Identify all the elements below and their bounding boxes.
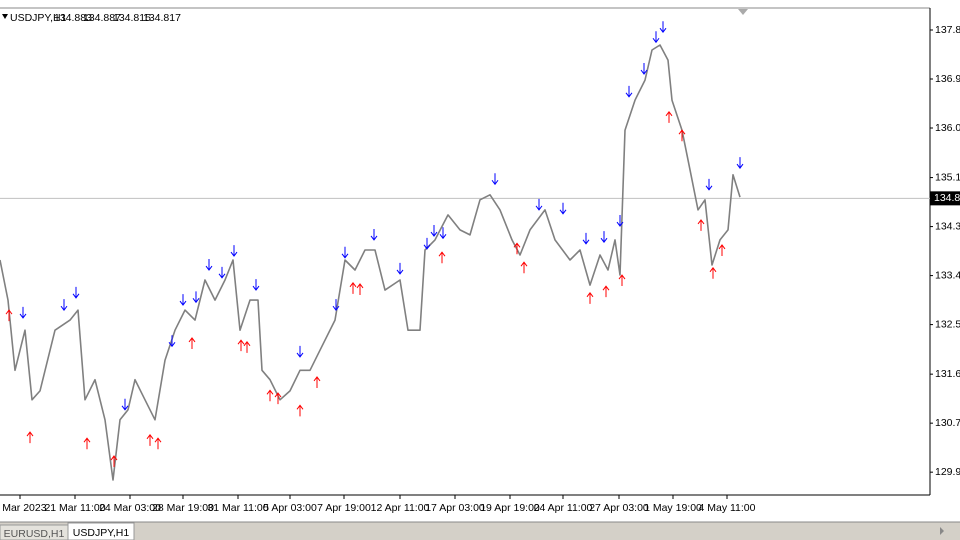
buy-arrow xyxy=(438,251,446,264)
sell-arrow xyxy=(370,228,378,241)
sell-arrow xyxy=(121,398,129,411)
high-price: 134.887 xyxy=(83,12,121,24)
buy-arrow xyxy=(313,376,321,388)
active-tab-label: USDJPY,H1 xyxy=(73,527,130,539)
buy-arrow xyxy=(83,437,91,450)
low-price: 134.815 xyxy=(113,12,151,24)
y-tick-label: 137.840 xyxy=(935,24,960,36)
buy-arrow xyxy=(697,219,705,231)
sell-arrow xyxy=(218,266,226,279)
sell-arrow xyxy=(652,31,660,44)
sell-arrow xyxy=(396,262,404,275)
close-price: 134.817 xyxy=(143,12,181,24)
price-line xyxy=(0,44,741,481)
buy-arrow xyxy=(266,389,274,402)
x-tick-label: 21 Mar 11:00 xyxy=(44,502,105,514)
y-tick-label: 136.080 xyxy=(935,122,960,134)
active-tab[interactable] xyxy=(67,522,135,540)
sell-arrow xyxy=(559,202,567,215)
buy-arrow xyxy=(602,285,610,298)
buy-arrow xyxy=(586,292,594,304)
sell-arrow xyxy=(600,231,608,244)
sell-arrow xyxy=(439,227,447,240)
buy-arrow xyxy=(146,434,154,446)
sell-arrow xyxy=(168,335,176,348)
buy-arrow xyxy=(513,242,521,255)
sell-arrow xyxy=(491,173,499,186)
buy-arrow xyxy=(678,129,686,142)
sell-arrow xyxy=(341,246,349,259)
x-tick-label: 27 Apr 03:00 xyxy=(589,502,649,514)
sell-arrow xyxy=(19,306,27,319)
buy-arrow xyxy=(237,339,245,352)
x-tick-label: 31 Mar 11:00 xyxy=(207,502,268,514)
sell-arrow xyxy=(625,85,633,98)
buy-arrow xyxy=(296,404,304,417)
buy-arrow xyxy=(349,281,357,294)
symbol-menu-icon[interactable] xyxy=(2,14,8,19)
x-tick-label: 6 Mar 2023 xyxy=(0,502,47,514)
sell-arrow xyxy=(705,178,713,191)
y-tick-label: 130.780 xyxy=(935,417,960,429)
sell-arrow xyxy=(640,62,648,75)
x-tick-label: 4 May 11:00 xyxy=(698,502,755,514)
x-tick-label: 12 Apr 11:00 xyxy=(371,502,430,514)
x-tick-label: 7 Apr 19:00 xyxy=(317,502,371,514)
x-tick-label: 19 Apr 19:00 xyxy=(480,502,540,514)
buy-arrow xyxy=(26,431,34,444)
buy-arrow xyxy=(520,261,528,274)
symbol-label: USDJPY,H1 xyxy=(10,12,67,24)
x-tick-label: 5 Apr 03:00 xyxy=(263,502,317,514)
x-tick-label: 17 Apr 03:00 xyxy=(425,502,485,514)
sell-arrow xyxy=(192,291,200,304)
sell-arrow xyxy=(252,279,260,291)
buy-arrow xyxy=(5,309,13,322)
sell-arrow xyxy=(736,157,744,169)
buy-arrow xyxy=(709,266,717,279)
sell-arrow xyxy=(205,259,213,271)
x-tick-label: 28 Mar 19:00 xyxy=(152,502,214,514)
sell-arrow xyxy=(179,294,187,306)
buy-arrow xyxy=(274,392,282,405)
sell-arrow xyxy=(659,21,667,34)
buy-arrow xyxy=(188,337,196,349)
sell-arrow xyxy=(60,299,68,311)
y-tick-label: 129.900 xyxy=(935,466,960,478)
x-tick-label: 24 Apr 11:00 xyxy=(534,502,593,514)
buy-arrow xyxy=(356,283,364,295)
y-tick-label: 134.310 xyxy=(935,220,960,232)
tab-bar xyxy=(0,522,960,540)
buy-arrow xyxy=(110,455,118,468)
y-tick-label: 136.960 xyxy=(935,73,960,85)
chart-shift-marker[interactable] xyxy=(738,9,748,15)
sell-arrow xyxy=(616,215,624,227)
y-tick-label: 131.660 xyxy=(935,368,960,380)
tab-label: EURUSD,H1 xyxy=(4,528,65,540)
sell-arrow xyxy=(296,345,304,358)
buy-arrow xyxy=(718,244,726,256)
current-price-label-bg xyxy=(930,191,960,206)
buy-arrow xyxy=(154,437,162,450)
x-tick-label: 24 Mar 03:00 xyxy=(99,502,161,514)
y-tick-label: 135.190 xyxy=(935,171,960,183)
sell-arrow xyxy=(72,286,80,299)
buy-arrow xyxy=(665,111,673,123)
open-price: 134.883 xyxy=(54,12,92,24)
buy-arrow xyxy=(618,274,626,287)
sell-arrow xyxy=(230,245,238,257)
sell-arrow xyxy=(535,198,543,211)
buy-arrow xyxy=(243,341,251,353)
sell-arrow xyxy=(430,225,438,237)
y-tick-label: 132.550 xyxy=(935,318,960,330)
y-tick-label: 133.430 xyxy=(935,269,960,281)
tab-scroll[interactable] xyxy=(940,527,944,535)
sell-arrow xyxy=(582,232,590,245)
current-price-label: 134.817 xyxy=(934,192,960,204)
sell-arrow xyxy=(423,237,431,250)
sell-arrow xyxy=(332,299,340,311)
x-tick-label: 1 May 19:00 xyxy=(644,502,702,514)
